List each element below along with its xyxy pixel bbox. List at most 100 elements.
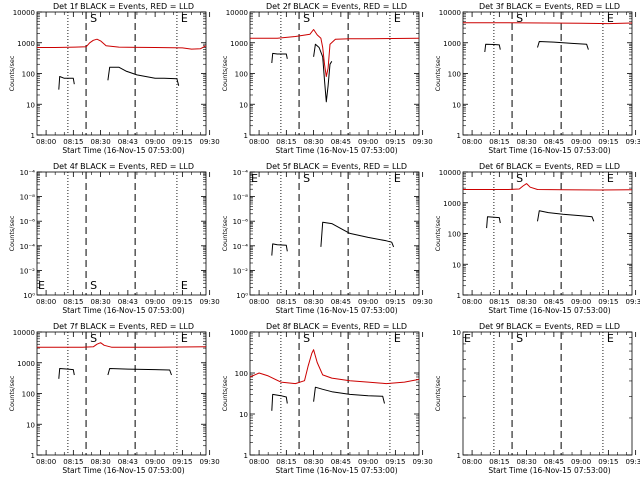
y-tick-label: 10⁻⁴ <box>233 169 249 177</box>
marker-label: E <box>464 332 471 345</box>
detector-panel-4: Det 4f BLACK = Events, RED = LLD 10⁰ 10⁻² 1… <box>8 162 220 315</box>
y-tick-label: 1 <box>31 132 35 140</box>
detector-panel-5: Det 5f BLACK = Events, RED = LLD 10⁰ 10⁻² 1… <box>221 162 433 315</box>
x-tick-label: 09:00 <box>571 138 591 146</box>
series-events-line <box>320 221 395 248</box>
y-axis-title: Counts/sec <box>8 55 16 91</box>
y-axis-title: Counts/sec <box>434 55 442 91</box>
x-tick-label: 09:30 <box>413 298 433 306</box>
marker-label: E <box>251 172 258 185</box>
x-axis-title: Start Time (16-Nov-15 07:53:00) <box>488 306 610 315</box>
series-lld-line <box>463 22 633 25</box>
plot-frame <box>462 171 633 296</box>
series-events-line <box>58 368 75 379</box>
marker-label: S <box>516 172 523 185</box>
y-tick-label: 1000 <box>230 40 248 48</box>
x-tick-label: 08:15 <box>63 298 83 306</box>
series-lld-line <box>37 342 207 348</box>
x-tick-label: 08:43 <box>118 298 138 306</box>
detector-panel-7: Det 7f BLACK = Events, RED = LLD 1 10 100 10… <box>8 322 220 475</box>
y-tick-label: 1000 <box>443 40 461 48</box>
series-events-line <box>484 43 501 53</box>
x-tick-label: 08:45 <box>544 298 564 306</box>
marker-label: S <box>303 172 310 185</box>
y-tick-label: 10 <box>239 411 248 419</box>
detector-panel-1: Det 1f BLACK = Events, RED = LLD 1 10 100 10… <box>8 2 220 155</box>
panel-title: Det 7f BLACK = Events, RED = LLD <box>53 322 194 331</box>
x-tick-label: 09:15 <box>385 458 405 466</box>
plot-frame <box>249 11 420 136</box>
panel-title: Det 5f BLACK = Events, RED = LLD <box>266 162 407 171</box>
series-events-line <box>313 386 385 404</box>
series-events-line <box>313 43 333 103</box>
x-tick-label: 08:45 <box>331 298 351 306</box>
series-events-line <box>107 368 172 376</box>
x-tick-label: 08:43 <box>118 458 138 466</box>
y-tick-label: 10⁻⁶ <box>20 218 36 226</box>
y-tick-label: 1000 <box>17 360 35 368</box>
marker-label: E <box>181 279 188 292</box>
y-tick-label: 10000 <box>439 9 461 17</box>
y-axis-title: Counts/sec <box>8 375 16 411</box>
marker-label: E <box>38 279 45 292</box>
y-tick-label: 10⁻⁶ <box>233 218 249 226</box>
x-axis-title: Start Time (16-Nov-15 07:53:00) <box>275 466 397 475</box>
x-tick-label: 09:15 <box>598 458 618 466</box>
x-tick-label: 09:00 <box>145 138 165 146</box>
y-tick-label: 10000 <box>439 169 461 177</box>
x-axis-title: Start Time (16-Nov-15 07:53:00) <box>275 146 397 155</box>
marker-label: E <box>394 12 401 25</box>
x-tick-label: 08:00 <box>36 138 56 146</box>
x-tick-label: 09:00 <box>358 298 378 306</box>
detector-panel-3: Det 3f BLACK = Events, RED = LLD 1 10 100 10… <box>434 2 640 155</box>
x-tick-label: 08:30 <box>304 458 324 466</box>
series-events-line <box>271 52 288 64</box>
panel-title: Det 2f BLACK = Events, RED = LLD <box>266 2 407 11</box>
panel-title: Det 4f BLACK = Events, RED = LLD <box>53 162 194 171</box>
y-tick-label: 10⁻² <box>20 267 36 275</box>
x-tick-label: 08:00 <box>249 298 269 306</box>
x-tick-label: 09:15 <box>598 138 618 146</box>
x-tick-label: 08:00 <box>249 458 269 466</box>
x-tick-label: 09:30 <box>413 138 433 146</box>
x-tick-label: 08:00 <box>249 138 269 146</box>
plot-frame <box>36 171 207 296</box>
x-tick-label: 09:15 <box>385 138 405 146</box>
y-tick-label: 10 <box>452 101 461 109</box>
y-tick-label: 1 <box>457 132 461 140</box>
y-tick-label: 100 <box>22 391 35 399</box>
x-tick-label: 09:00 <box>145 298 165 306</box>
x-axis-title: Start Time (16-Nov-15 07:53:00) <box>62 146 184 155</box>
y-axis-title: Counts/sec <box>221 215 229 251</box>
y-tick-label: 10000 <box>226 9 248 17</box>
x-tick-label: 09:30 <box>413 458 433 466</box>
series-events-line <box>271 243 288 256</box>
marker-label: E <box>607 172 614 185</box>
y-tick-label: 10 <box>26 421 35 429</box>
marker-label: S <box>90 332 97 345</box>
x-axis-title: Start Time (16-Nov-15 07:53:00) <box>62 306 184 315</box>
marker-label: S <box>516 12 523 25</box>
y-tick-label: 10 <box>452 329 461 337</box>
y-tick-label: 1 <box>31 452 35 460</box>
plot-frame <box>36 331 207 456</box>
x-tick-label: 08:30 <box>304 298 324 306</box>
y-tick-label: 1000 <box>17 40 35 48</box>
marker-label: E <box>181 12 188 25</box>
x-tick-label: 09:00 <box>358 458 378 466</box>
marker-label: S <box>303 332 310 345</box>
x-tick-label: 08:00 <box>36 298 56 306</box>
y-tick-label: 100 <box>235 370 248 378</box>
y-tick-label: 10000 <box>13 9 35 17</box>
marker-label: S <box>516 332 523 345</box>
x-tick-label: 08:15 <box>489 298 509 306</box>
x-tick-label: 09:15 <box>172 298 192 306</box>
x-tick-label: 08:00 <box>462 458 482 466</box>
detector-panel-9: Det 9f BLACK = Events, RED = LLD 1 10 08:00… <box>434 322 640 475</box>
plot-frame <box>462 331 633 456</box>
y-tick-label: 100 <box>22 71 35 79</box>
y-axis-title: Counts/sec <box>434 215 442 251</box>
y-tick-label: 10⁰ <box>23 292 35 300</box>
x-tick-label: 09:30 <box>626 298 640 306</box>
